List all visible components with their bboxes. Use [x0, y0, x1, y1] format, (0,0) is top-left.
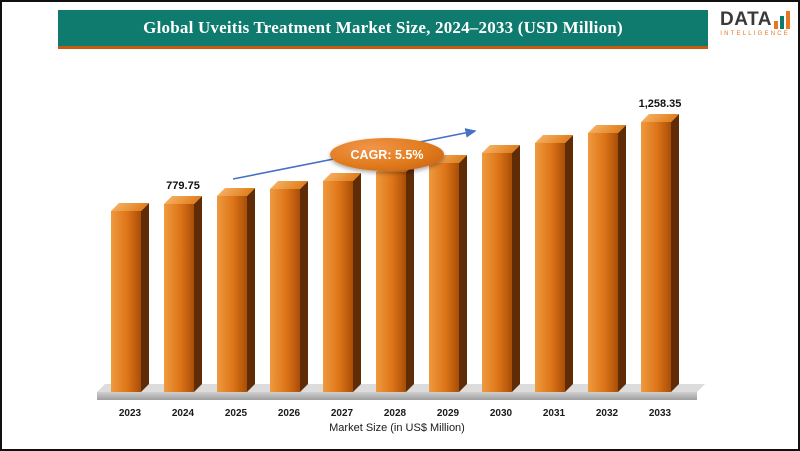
bar-side-face: [141, 203, 149, 392]
bar-2023: [111, 203, 149, 392]
bar-side-face: [247, 188, 255, 392]
bar-side-face: [459, 155, 467, 392]
bar-chart-logo-icon: [774, 11, 790, 29]
bar-side-face: [618, 125, 626, 392]
x-axis-title: Market Size (in US$ Million): [329, 422, 465, 434]
bar-2025: [217, 188, 255, 392]
x-tick-2024: 2024: [171, 408, 195, 419]
x-tick-2030: 2030: [489, 408, 513, 419]
bar-2031: [535, 135, 573, 392]
bar-2032: [588, 125, 626, 392]
header-banner: Global Uveitis Treatment Market Size, 20…: [58, 10, 708, 49]
floor-front-face: [97, 392, 697, 400]
datam-logo: DATA INTELLIGENCE: [702, 10, 790, 50]
bar-front-face: [429, 163, 459, 392]
bar-side-face: [565, 135, 573, 392]
page-title: Global Uveitis Treatment Market Size, 20…: [143, 18, 623, 37]
value-label-2033: 1,258.35: [638, 98, 682, 110]
x-tick-2032: 2032: [595, 408, 619, 419]
x-tick-2028: 2028: [383, 408, 407, 419]
bar-2027: [323, 173, 361, 392]
bar-front-face: [217, 196, 247, 392]
plot-area: 2023 2024 779.75 2025 2026 2027 2028 2029 2030 20…: [97, 92, 705, 419]
logo-subtext: INTELLIGENCE: [720, 31, 790, 37]
bar-2026: [270, 181, 308, 392]
x-tick-2025: 2025: [224, 408, 248, 419]
x-tick-2029: 2029: [436, 408, 460, 419]
bar-2024: [164, 196, 202, 392]
bar-side-face: [300, 181, 308, 392]
x-tick-2027: 2027: [330, 408, 354, 419]
bar-front-face: [164, 204, 194, 392]
bar-side-face: [512, 145, 520, 392]
bar-front-face: [111, 211, 141, 392]
cagr-label: CAGR: 5.5%: [350, 147, 424, 162]
bar-side-face: [353, 173, 361, 392]
x-tick-2026: 2026: [277, 408, 301, 419]
bar-front-face: [641, 122, 671, 392]
bar-2028: [376, 164, 414, 392]
value-label-2024: 779.75: [166, 180, 200, 192]
bar-front-face: [588, 133, 618, 392]
bar-2030: [482, 145, 520, 392]
cagr-badge: CAGR: 5.5%: [330, 138, 444, 171]
bar-front-face: [270, 189, 300, 392]
bar-front-face: [535, 143, 565, 392]
bar-side-face: [406, 164, 414, 392]
bar-front-face: [482, 153, 512, 392]
bar-front-face: [323, 181, 353, 392]
bar-side-face: [194, 196, 202, 392]
x-tick-2031: 2031: [542, 408, 566, 419]
bar-side-face: [671, 114, 679, 392]
logo-word: DATA: [720, 9, 772, 30]
bar-front-face: [376, 172, 406, 392]
bar-2033: [641, 114, 679, 392]
x-tick-2023: 2023: [118, 408, 142, 419]
x-tick-2033: 2033: [648, 408, 672, 419]
bar-2029: [429, 155, 467, 392]
